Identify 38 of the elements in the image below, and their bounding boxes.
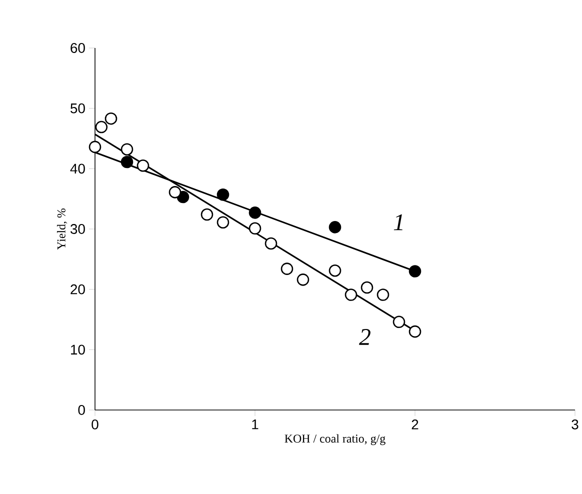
point xyxy=(95,120,108,134)
point xyxy=(328,264,342,277)
point xyxy=(360,281,374,294)
point xyxy=(120,156,134,168)
annotation: 2 xyxy=(359,329,370,345)
y-tick-label: 50 xyxy=(70,103,85,114)
point xyxy=(328,221,342,234)
x-tick-label: 2 xyxy=(412,420,418,430)
y-tick-label: 60 xyxy=(70,43,85,53)
x-tick-label: 0 xyxy=(92,420,98,430)
y-axis-title: Yield, % xyxy=(56,208,68,250)
point xyxy=(408,325,422,338)
point xyxy=(376,288,390,301)
y-tick-label: 20 xyxy=(70,284,85,294)
point xyxy=(408,265,422,278)
point xyxy=(88,140,102,154)
point xyxy=(104,112,118,125)
point xyxy=(136,160,150,172)
point xyxy=(392,316,406,328)
y-tick-label: 30 xyxy=(70,224,85,234)
y-tick-label: 0 xyxy=(78,405,85,415)
point xyxy=(296,274,310,286)
point xyxy=(248,222,262,235)
point xyxy=(344,288,358,301)
point xyxy=(216,188,230,201)
point xyxy=(120,143,134,156)
x-tick-label: 1 xyxy=(252,420,258,430)
x-axis-title: KOH / coal ratio, g/g xyxy=(284,434,386,446)
point xyxy=(200,208,214,221)
point xyxy=(264,237,278,250)
point xyxy=(168,186,182,198)
point xyxy=(216,216,230,229)
y-tick-label: 40 xyxy=(70,164,85,174)
annotation: 1 xyxy=(394,214,402,230)
y-tick-label: 10 xyxy=(71,344,85,355)
x-tick-label: 3 xyxy=(572,420,578,430)
point xyxy=(248,206,262,219)
point xyxy=(280,262,294,275)
